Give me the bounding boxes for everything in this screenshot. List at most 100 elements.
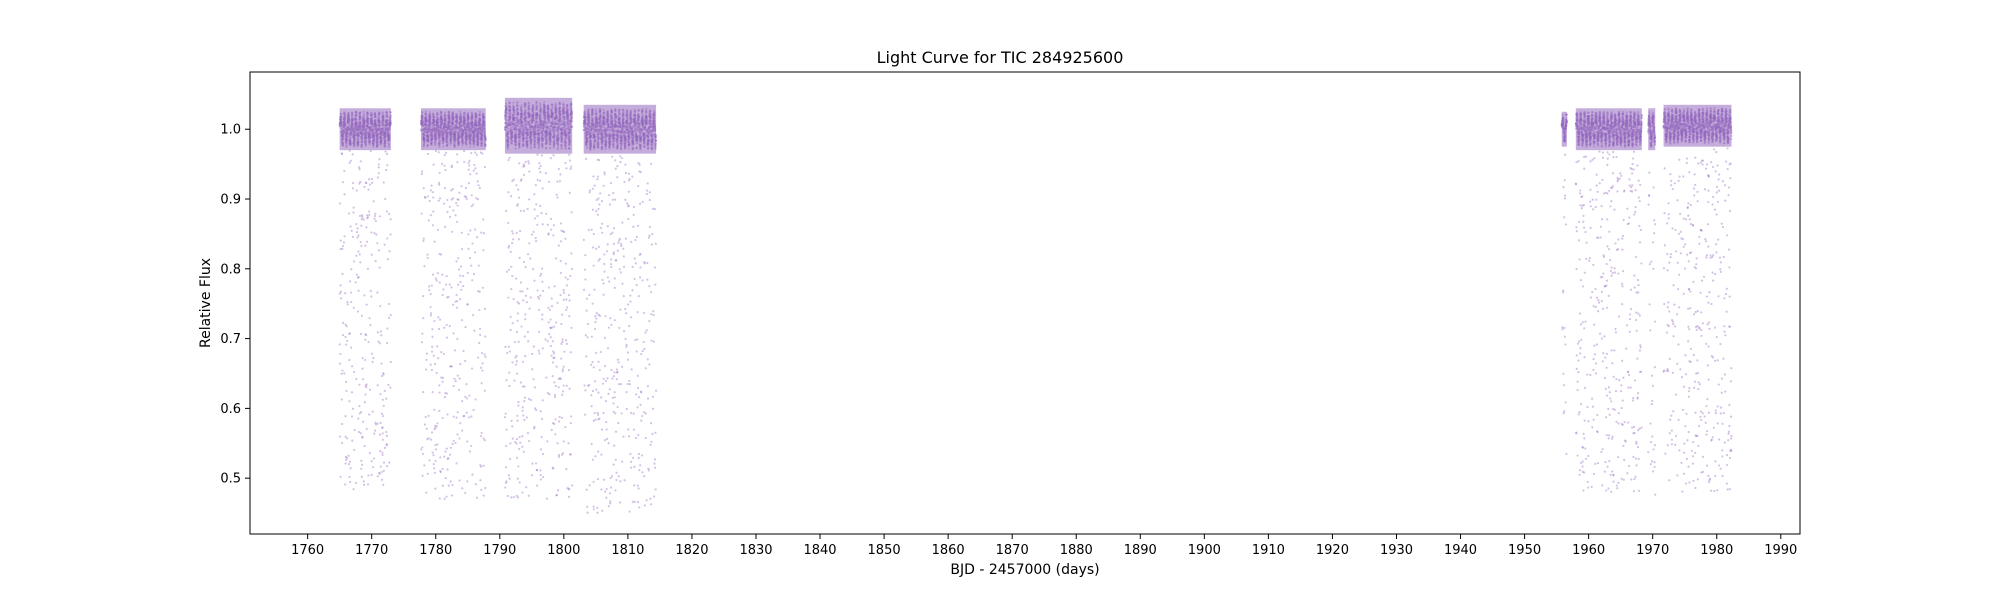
flux-point (522, 173, 526, 177)
flux-point (472, 272, 476, 276)
flux-point (363, 294, 366, 297)
flux-point (438, 183, 441, 186)
flux-band (504, 97, 573, 154)
flux-point (521, 435, 524, 438)
flux-point (444, 168, 447, 172)
flux-point (507, 191, 510, 194)
flux-point (373, 217, 376, 220)
flux-point (567, 495, 571, 498)
flux-point (429, 292, 432, 296)
flux-point (584, 334, 587, 337)
flux-point (563, 230, 566, 234)
flux-point (436, 228, 440, 232)
flux-point (343, 193, 346, 196)
flux-point (432, 163, 435, 166)
flux-point (357, 234, 360, 237)
flux-point (339, 290, 343, 293)
flux-point (368, 452, 371, 455)
flux-point (522, 414, 525, 417)
flux-point (480, 366, 483, 369)
flux-point (533, 386, 537, 389)
flux-point (340, 152, 343, 155)
flux-point (505, 270, 509, 273)
flux-point (381, 451, 384, 454)
flux-point (364, 244, 367, 247)
flux-point (470, 367, 474, 370)
data-segment (503, 97, 574, 500)
flux-point (516, 319, 519, 322)
flux-point (568, 299, 571, 302)
flux-point (521, 406, 524, 409)
flux-point (525, 416, 528, 419)
flux-point (382, 469, 385, 472)
flux-point (473, 329, 476, 332)
flux-point (433, 408, 436, 411)
flux-point (383, 243, 386, 246)
flux-point (545, 212, 548, 215)
flux-point (371, 181, 374, 184)
flux-point (374, 429, 377, 432)
flux-point (457, 198, 460, 201)
flux-point (385, 434, 388, 437)
flux-point (381, 398, 384, 401)
flux-point (365, 333, 368, 337)
flux-point (350, 268, 353, 271)
flux-point (512, 178, 515, 181)
flux-point (505, 379, 508, 382)
flux-point (352, 181, 355, 185)
flux-point (379, 421, 382, 425)
flux-point (364, 181, 368, 184)
flux-point (441, 467, 444, 471)
flux-point (421, 390, 425, 394)
flux-point (583, 384, 586, 387)
flux-point (480, 431, 483, 434)
flux-point (368, 413, 371, 416)
flux-point (531, 368, 534, 371)
flux-point (386, 164, 389, 167)
flux-point (431, 345, 434, 348)
flux-point (513, 340, 516, 344)
flux-point (458, 437, 461, 440)
flux-point (367, 178, 371, 181)
flux-point (346, 339, 349, 343)
flux-point (460, 247, 464, 251)
flux-point (362, 218, 365, 221)
flux-point (571, 267, 574, 271)
flux-point (459, 298, 462, 301)
flux-point (358, 253, 361, 256)
flux-point (463, 160, 466, 164)
flux-point (528, 439, 531, 443)
flux-band (339, 108, 391, 151)
flux-point (517, 404, 520, 407)
flux-point (471, 242, 474, 245)
flux-point (361, 367, 364, 370)
flux-point (342, 241, 345, 244)
flux-point (544, 338, 547, 341)
flux-point (556, 196, 559, 199)
flux-point (345, 325, 348, 328)
flux-point (422, 187, 425, 190)
flux-point (456, 204, 459, 207)
flux-point (508, 477, 511, 480)
flux-point (532, 268, 535, 271)
flux-point (456, 374, 459, 377)
flux-point (360, 244, 363, 247)
flux-point (426, 253, 429, 256)
flux-point (568, 488, 571, 491)
flux-point (561, 393, 564, 396)
flux-point (344, 455, 348, 459)
data-points (338, 97, 1733, 514)
flux-point (452, 384, 455, 388)
flux-point (376, 176, 380, 179)
flux-point (422, 317, 425, 320)
flux-point (373, 232, 376, 235)
flux-point (377, 249, 380, 252)
flux-point (384, 150, 387, 153)
flux-point (348, 475, 351, 479)
flux-point (385, 444, 389, 447)
flux-point (383, 446, 387, 449)
flux-point (358, 168, 361, 171)
flux-point (545, 497, 549, 500)
flux-point (353, 370, 356, 374)
flux-point (553, 285, 556, 288)
